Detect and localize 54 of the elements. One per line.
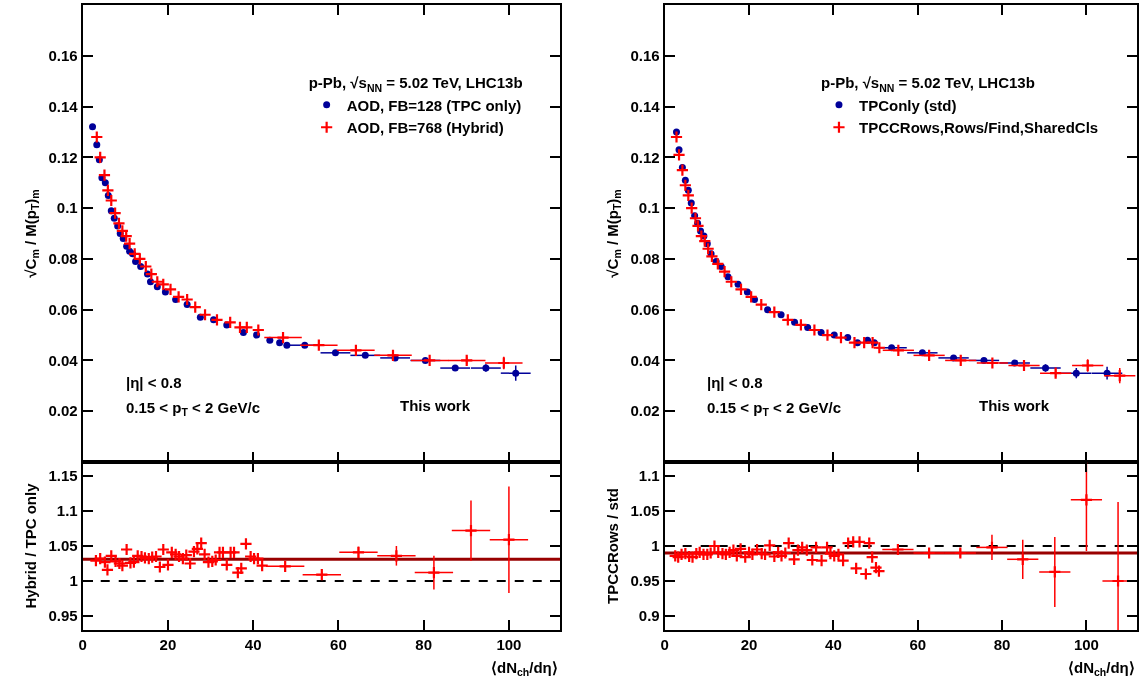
y-tick-label: 1: [69, 572, 78, 590]
y-tick-label: 0.95: [48, 607, 78, 625]
annotation: This work: [400, 397, 471, 414]
y-tick-label: 0.02: [630, 402, 660, 420]
y-tick-label: 0.1: [56, 199, 78, 217]
y-tick-label: 1.1: [638, 467, 660, 485]
y-axis-title: TPCCRows / std: [604, 488, 622, 604]
legend-title: p-Pb, √s$_{NN}$ = 5.02 TeV, LHC13b: [308, 74, 523, 94]
y-axis-title: Hybrid / TPC only: [22, 482, 40, 609]
annotation: 0.15 < p$_{T}$ < 2 GeV/c: [126, 399, 261, 419]
y-tick-label: 0.9: [638, 607, 660, 625]
annotation: This work: [979, 397, 1050, 414]
x-tick-label: 20: [740, 636, 758, 653]
x-tick-label: 100: [496, 636, 522, 653]
x-axis-title: ⟨dN$_{ch}$/dη⟩: [1068, 659, 1135, 679]
annotation: |η| < 0.8: [707, 374, 763, 391]
x-tick-label: 20: [159, 636, 177, 653]
x-tick-label: 0: [660, 636, 669, 653]
y-tick-label: 1.1: [56, 502, 78, 520]
x-tick-label: 0: [78, 636, 87, 653]
y-tick-label: 0.04: [630, 351, 661, 369]
y-tick-label: 1.15: [48, 467, 78, 485]
legend-label: AOD, FB=768 (Hybrid): [346, 119, 504, 137]
y-tick-label: 1.05: [630, 502, 660, 520]
x-tick-label: 80: [993, 636, 1011, 653]
y-tick-label: 0.1: [638, 199, 660, 217]
x-tick-label: 40: [244, 636, 262, 653]
legend-title: p-Pb, √s$_{NN}$ = 5.02 TeV, LHC13b: [820, 74, 1035, 94]
x-tick-label: 60: [330, 636, 347, 653]
x-tick-label: 60: [909, 636, 927, 653]
x-tick-label: 80: [415, 636, 433, 653]
y-tick-label: 0.95: [630, 572, 660, 590]
y-tick-label: 0.14: [630, 97, 661, 115]
annotation: |η| < 0.8: [126, 374, 182, 391]
annotation: 0.15 < p$_{T}$ < 2 GeV/c: [707, 399, 842, 419]
y-tick-label: 1: [651, 537, 660, 555]
x-tick-label: 40: [825, 636, 842, 653]
legend-label: TPCCRows,Rows/Find,SharedCls: [858, 119, 1099, 137]
y-tick-label: 0.16: [48, 47, 78, 65]
y-tick-label: 1.05: [48, 537, 78, 555]
y-tick-label: 0.04: [48, 351, 79, 369]
y-tick-label: 0.14: [48, 97, 79, 115]
y-tick-label: 0.16: [630, 47, 660, 65]
y-tick-label: 0.06: [630, 300, 660, 318]
legend-label: AOD, FB=128 (TPC only): [346, 96, 522, 114]
y-tick-label: 0.02: [48, 402, 78, 420]
y-tick-label: 0.08: [630, 250, 660, 268]
legend-label: TPConly (std): [858, 96, 957, 114]
x-tick-label: 100: [1073, 636, 1099, 653]
y-tick-label: 0.12: [48, 148, 78, 166]
x-axis-title: ⟨dN$_{ch}$/dη⟩: [491, 659, 558, 679]
y-tick-label: 0.08: [48, 250, 78, 268]
y-tick-label: 0.12: [630, 148, 660, 166]
y-tick-label: 0.06: [48, 300, 78, 318]
